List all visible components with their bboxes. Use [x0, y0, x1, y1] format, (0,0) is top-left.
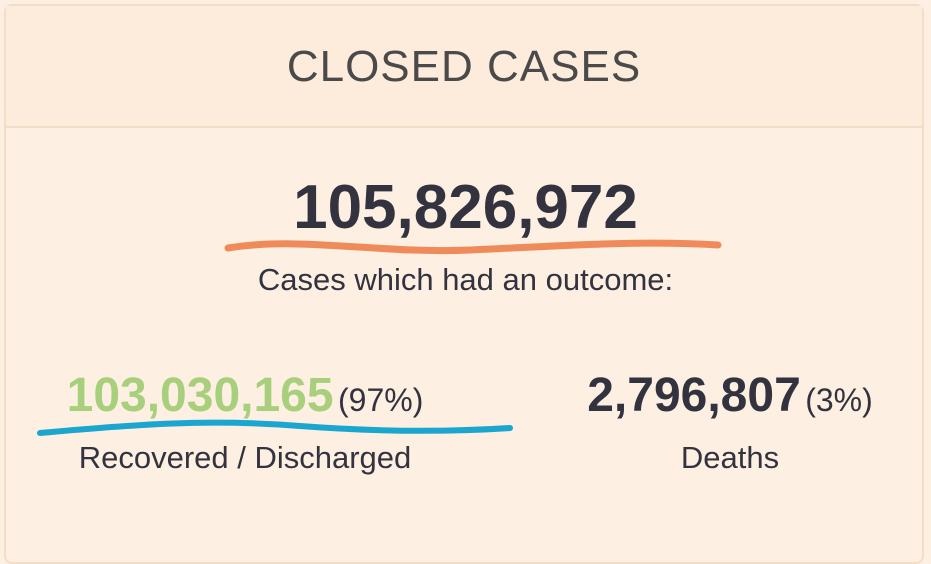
- page: CLOSED CASES 105,826,972 Cases which had…: [4, 4, 931, 564]
- recovered-value: 103,030,165: [66, 369, 334, 422]
- deaths-percent: (3%): [805, 382, 873, 418]
- recovered-label: Recovered / Discharged: [78, 440, 412, 475]
- closed-cases-panel: CLOSED CASES: [4, 4, 924, 564]
- panel-title: CLOSED CASES: [286, 42, 642, 91]
- deaths-block: 2,796,807 (3%): [520, 368, 931, 423]
- recovered-block: 103,030,165 (97%): [30, 368, 460, 423]
- panel-header: CLOSED CASES: [6, 6, 922, 128]
- deaths-value: 2,796,807: [587, 369, 801, 422]
- orange-underline: [224, 239, 722, 255]
- blue-underline: [37, 419, 513, 436]
- deaths-label: Deaths: [680, 440, 780, 475]
- annotations: [37, 239, 722, 436]
- total-label: Cases which had an outcome:: [257, 262, 674, 297]
- total-value: 105,826,972: [293, 173, 638, 242]
- recovered-percent: (97%): [338, 382, 424, 418]
